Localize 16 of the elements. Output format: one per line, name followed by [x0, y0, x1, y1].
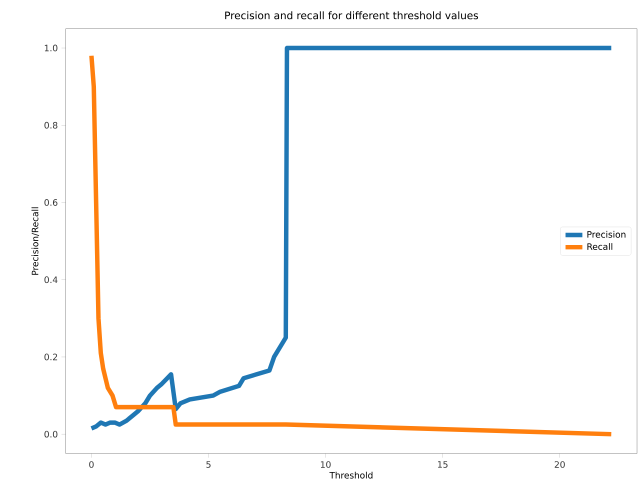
- y-tick-label: 1.0: [44, 44, 58, 52]
- y-tick-label: 0.4: [44, 276, 58, 284]
- y-tick-label: 0.6: [44, 199, 58, 206]
- y-tick-label: 0.2: [44, 354, 58, 360]
- x-tick-label: 15: [438, 461, 448, 468]
- y-tick-label: 0.8: [44, 122, 58, 129]
- legend-label: Recall: [587, 243, 612, 250]
- x-tick-label: 10: [320, 461, 331, 468]
- chart-title: Precision and recall for different threshold values: [225, 11, 478, 20]
- x-tick-label: 0: [89, 461, 94, 468]
- y-tick-label: 0.0: [44, 430, 58, 438]
- x-axis-title: Threshold: [329, 472, 372, 479]
- y-axis-title: Precision/Recall: [32, 207, 40, 275]
- x-tick-label: 5: [206, 461, 211, 468]
- x-tick-label: 20: [554, 461, 565, 468]
- legend-label: Precision: [587, 230, 626, 238]
